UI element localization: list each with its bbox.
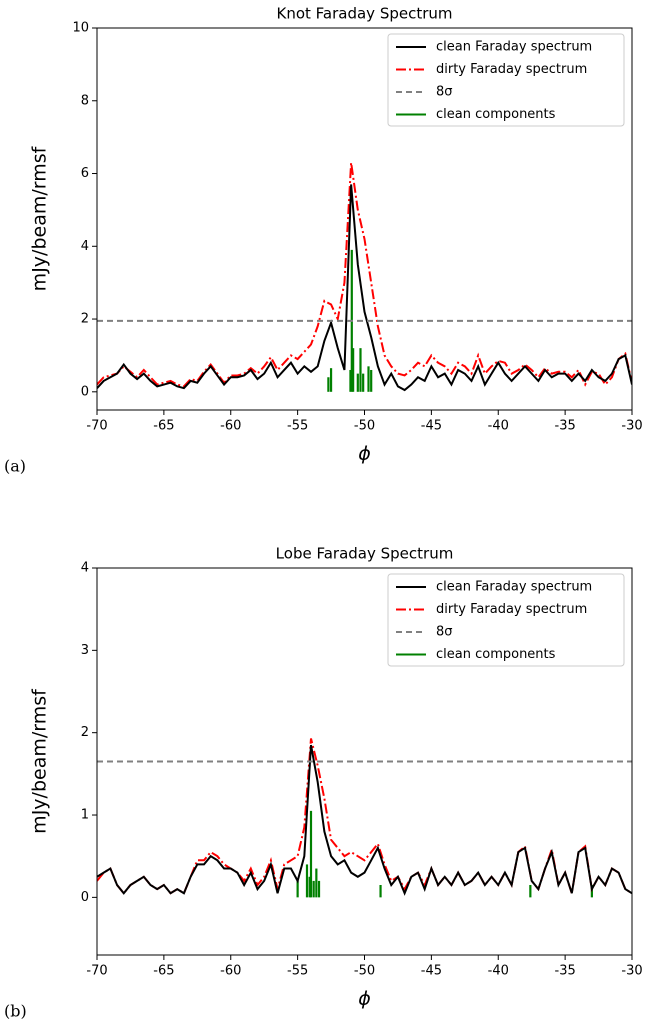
x-axis-label: ϕ: [358, 988, 371, 1010]
x-tick-label: -55: [287, 419, 308, 434]
legend-label: clean components: [436, 107, 556, 122]
axes-frame: [96, 27, 633, 411]
legend-label: dirty Faraday spectrum: [436, 602, 587, 617]
legend-label: clean Faraday spectrum: [436, 580, 592, 595]
x-tick-label: -50: [354, 419, 375, 434]
chart-title: Lobe Faraday Spectrum: [276, 545, 454, 563]
chart-title: Knot Faraday Spectrum: [276, 5, 452, 23]
y-tick-label: 3: [81, 643, 89, 658]
y-tick-label: 2: [81, 312, 89, 327]
x-tick-label: -60: [220, 419, 241, 434]
plot-area: [97, 738, 632, 898]
y-axis-label: mJy/beam/rmsf: [29, 688, 51, 834]
x-tick-label: -40: [488, 419, 509, 434]
x-tick-label: -30: [621, 964, 642, 979]
plot-area: [97, 162, 632, 392]
x-tick-label: -70: [86, 419, 107, 434]
x-tick-label: -35: [555, 419, 576, 434]
y-tick-label: 2: [81, 725, 89, 740]
y-tick-label: 0: [81, 384, 89, 399]
axes-frame: [96, 567, 633, 956]
y-tick-label: 6: [81, 166, 89, 181]
legend-label: 8σ: [436, 85, 453, 100]
panel-label: (b): [4, 1002, 27, 1021]
panel-label: (a): [4, 457, 26, 476]
y-tick-label: 4: [81, 239, 89, 254]
legend-label: clean Faraday spectrum: [436, 40, 592, 55]
chart-panel: Lobe Faraday Spectrum ϕ mJy/beam/rmsf (b) -7…: [4, 545, 643, 1021]
x-tick-label: -55: [287, 964, 308, 979]
x-tick-label: -30: [621, 419, 642, 434]
legend-box: [387, 573, 625, 667]
x-tick-label: -65: [153, 419, 174, 434]
spectrum-line: [97, 162, 632, 388]
y-tick-label: 1: [81, 808, 89, 823]
x-tick-label: -35: [555, 964, 576, 979]
x-tick-label: -60: [220, 964, 241, 979]
x-tick-label: -40: [488, 964, 509, 979]
y-axis-label: mJy/beam/rmsf: [29, 145, 51, 291]
y-tick-label: 0: [81, 890, 89, 905]
x-axis-label: ϕ: [358, 443, 371, 465]
legend-label: 8σ: [436, 625, 453, 640]
x-tick-label: -45: [421, 964, 442, 979]
x-tick-label: -50: [354, 964, 375, 979]
y-tick-label: 8: [81, 93, 89, 108]
chart-panel: Knot Faraday Spectrum ϕ mJy/beam/rmsf (a) -7…: [4, 5, 643, 476]
y-tick-label: 10: [72, 21, 89, 36]
spectrum-line: [97, 184, 632, 392]
y-tick-label: 4: [81, 561, 89, 576]
x-tick-label: -70: [86, 964, 107, 979]
legend-label: clean components: [436, 647, 556, 662]
legend-label: dirty Faraday spectrum: [436, 62, 587, 77]
spectrum-line: [97, 744, 632, 896]
x-tick-label: -65: [153, 964, 174, 979]
x-tick-label: -45: [421, 419, 442, 434]
legend-box: [387, 33, 625, 127]
